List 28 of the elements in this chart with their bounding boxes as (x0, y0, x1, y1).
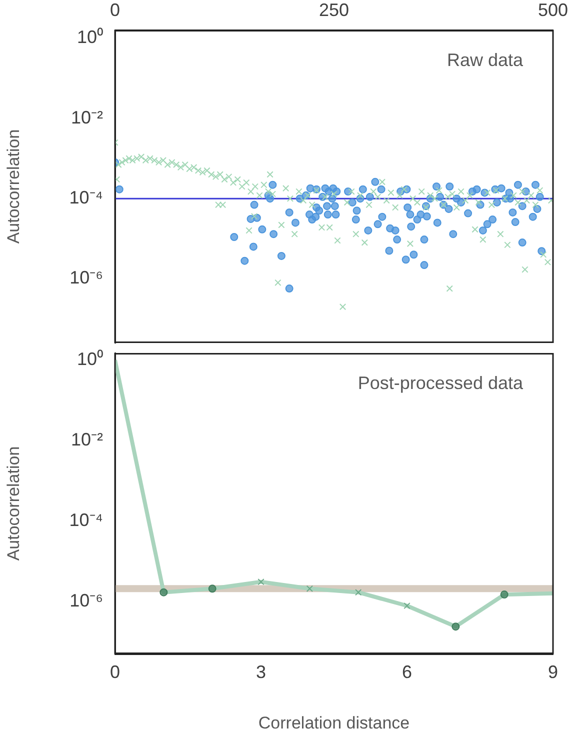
y-axis-title: Autocorrelation (4, 129, 23, 244)
y-tick-label: 10⁻² (70, 430, 104, 450)
point (500, 590, 508, 599)
x-tick-label: 0 (110, 662, 120, 682)
point (452, 622, 460, 631)
y-tick-label: 10⁻⁶ (70, 590, 103, 611)
x-tick-label: 6 (402, 662, 412, 682)
annotation: Raw data (446, 50, 524, 70)
point (208, 584, 216, 593)
point (355, 589, 362, 596)
y-tick-label: 10⁻⁴ (69, 510, 103, 530)
annotation: Post-processed data (358, 372, 524, 393)
x-tick-label: 9 (548, 662, 558, 682)
y-tick-label: 10⁻² (70, 107, 104, 128)
y-axis-title: Autocorrelation (4, 446, 23, 561)
y-tick-label: 10⁰ (76, 27, 103, 48)
point (306, 585, 313, 592)
x-tick-label: 500 (538, 0, 568, 20)
point (160, 588, 168, 596)
point (258, 578, 264, 586)
y-tick-label: 10⁰ (76, 349, 103, 370)
y-tick-label: 10⁻⁴ (69, 188, 103, 208)
y-tick-label: 10⁻⁶ (70, 268, 103, 288)
x-axis-title: Correlation distance (258, 713, 410, 732)
x-tick-label: 0 (110, 0, 120, 20)
x-tick-label: 3 (256, 662, 266, 682)
x-tick-label: 250 (318, 0, 350, 20)
point (404, 602, 410, 610)
